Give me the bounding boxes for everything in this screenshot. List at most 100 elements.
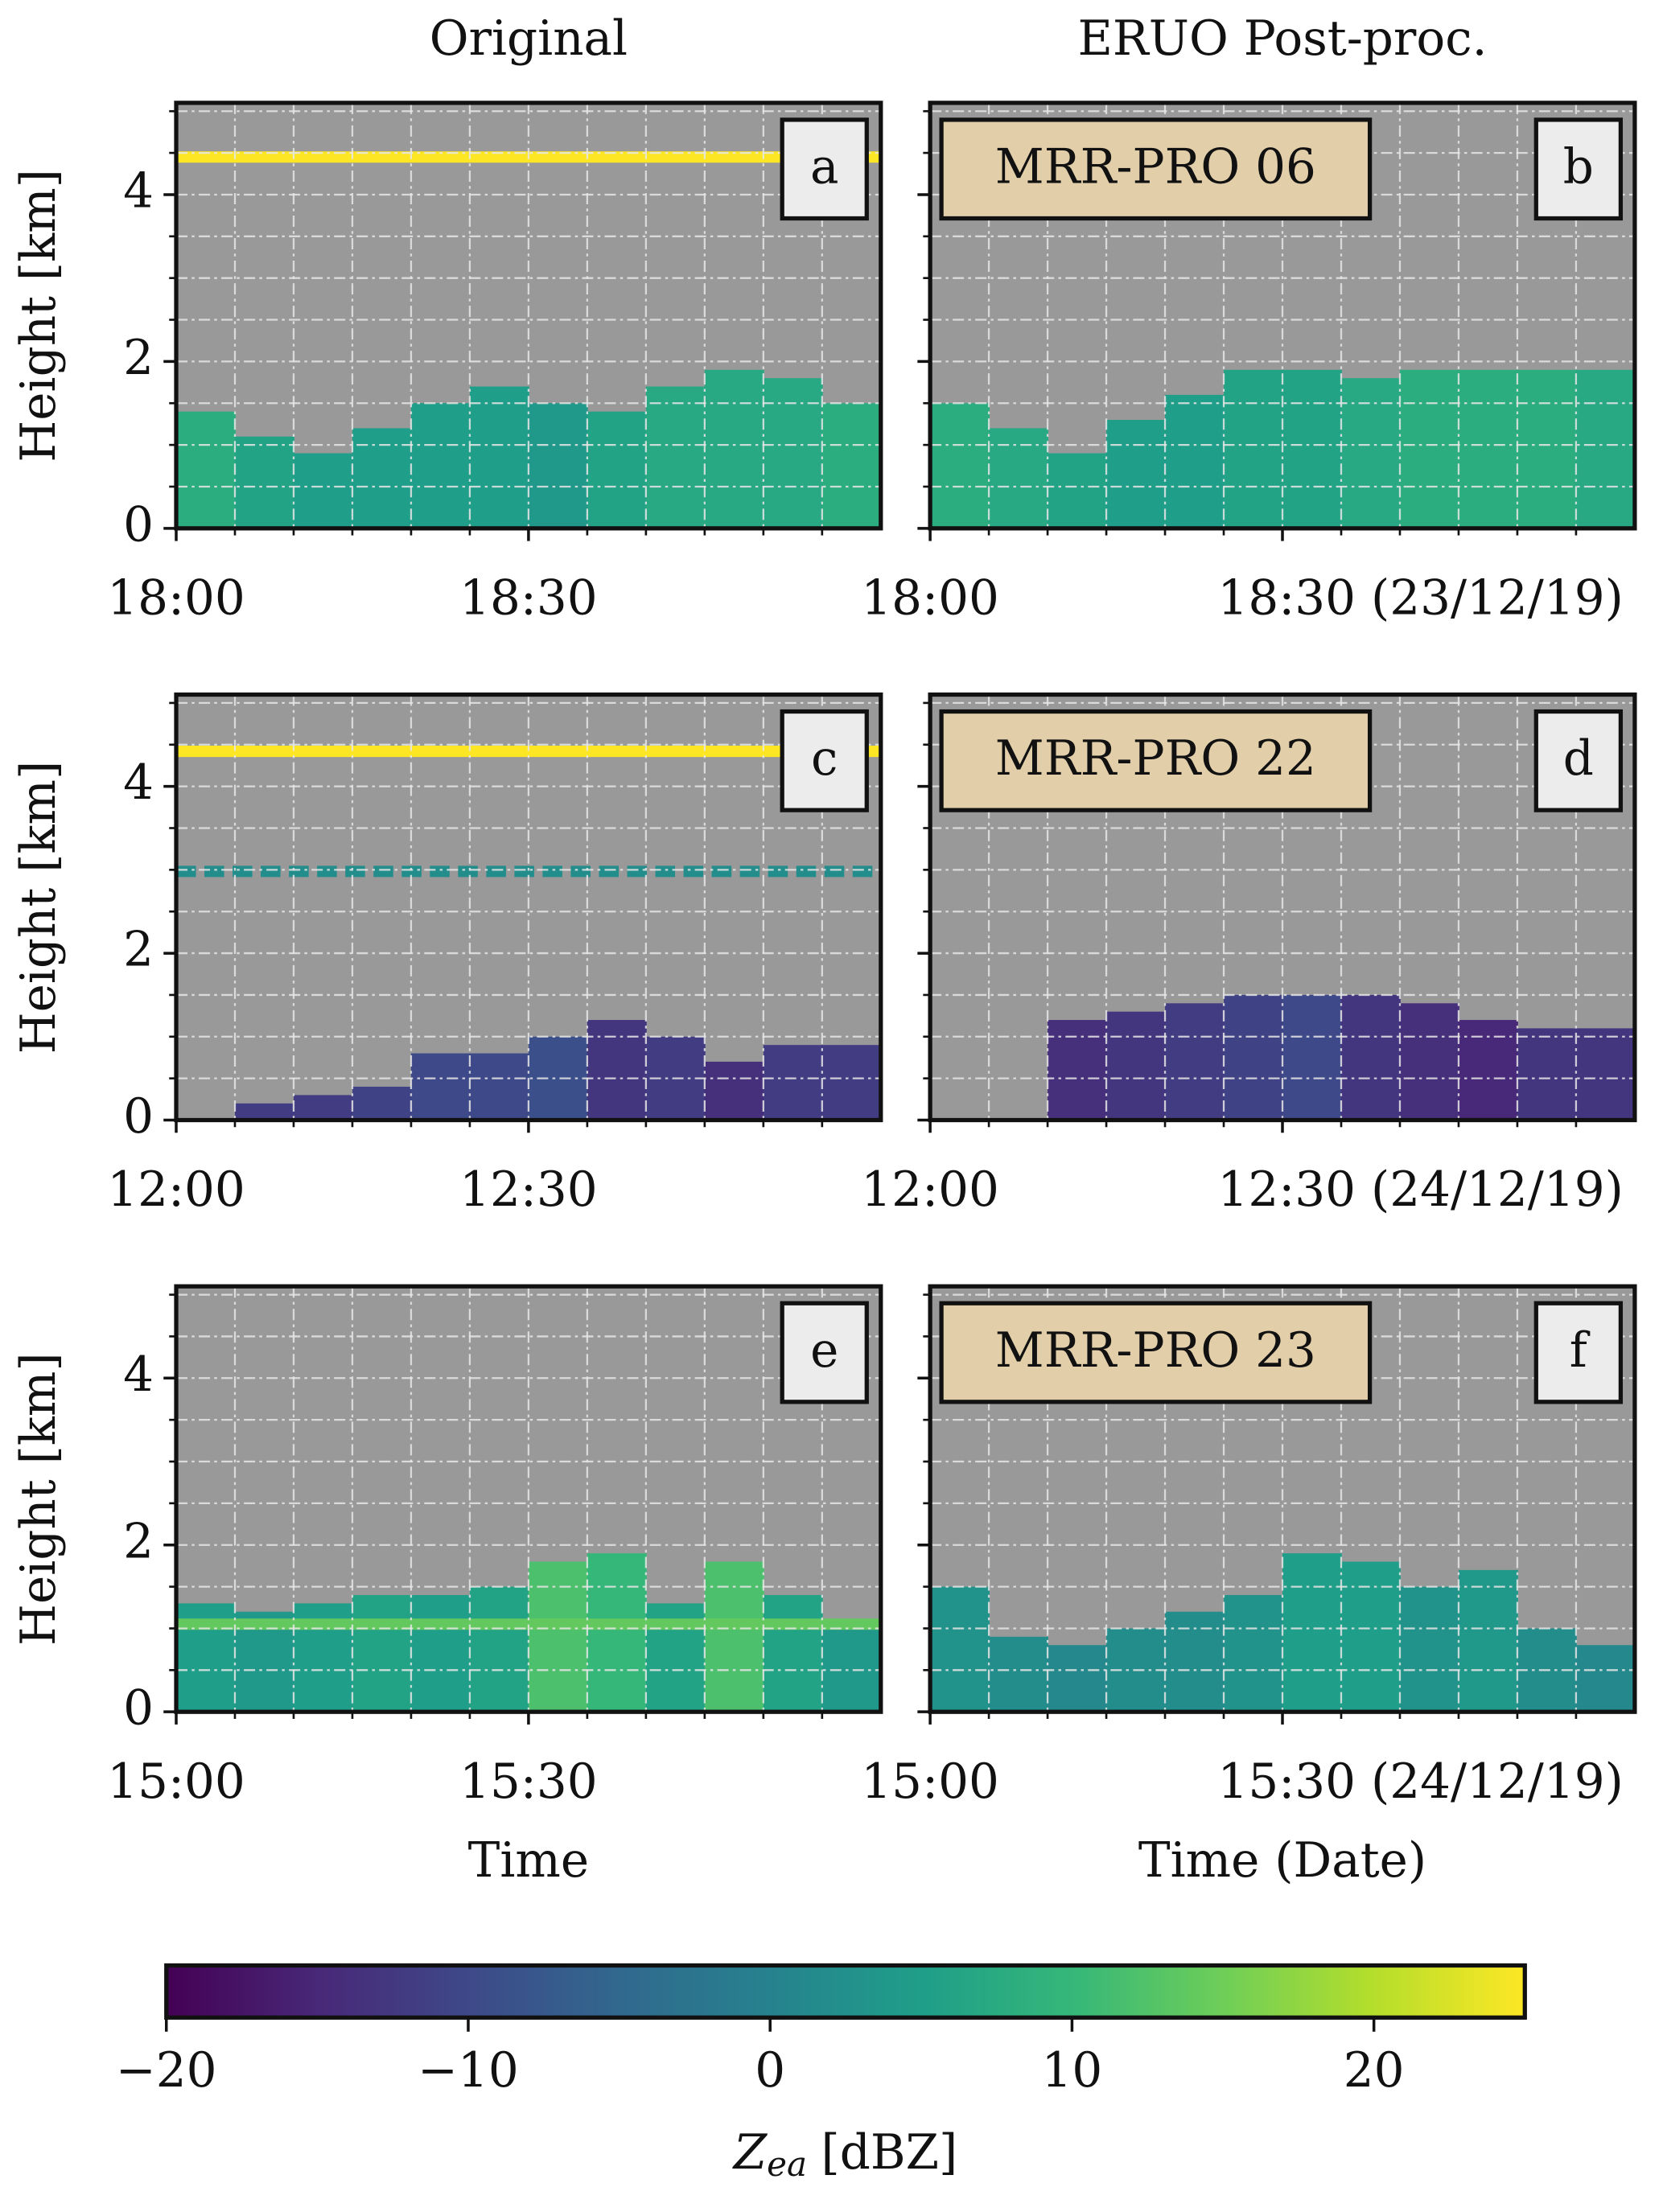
echo-cell [469,386,529,528]
y-tick-label: 4 [123,164,154,220]
echo-cell [1048,453,1107,528]
echo-cell [234,436,294,528]
echo-cell [587,1020,647,1120]
annotation-box [939,1301,1373,1404]
plot-frame [174,692,883,1123]
panel-label-box [1533,709,1624,812]
panel: 0 2 4 18:00 18:30 Original Height [km] a [11,11,883,627]
label-part: Z [732,2124,768,2180]
x-tick-label: 15:30 [459,1754,598,1810]
echo-cell [528,403,588,528]
colorbar [164,1963,1527,2020]
y-tick-label: 0 [123,497,154,553]
panel: 0 2 4 12:00 12:30 Height [km] c [11,692,883,1218]
panel: 18:00 18:30 (23/12/19) ERUO Post-proc. b MRR… [861,11,1637,627]
echo-cell [1575,1645,1636,1712]
annotation: MRR-PRO 06 [995,140,1316,195]
echo-cell [293,453,353,528]
x-tick-label: 15:00 [107,1754,245,1810]
panel-label-box [780,1301,869,1404]
echo-cell [1575,369,1636,528]
x-tick-label: 12:30 (24/12/19) [1217,1162,1623,1218]
echo-cell [821,403,882,528]
panel-label: a [810,140,839,195]
y-tick-label: 2 [123,331,154,386]
echo-cell [1048,1645,1107,1712]
plot-frame [928,101,1637,531]
echo-cell [410,1053,471,1120]
annotation: MRR-PRO 23 [995,1323,1316,1379]
y-axis-label: Height [km] [11,1352,67,1646]
echo-cell [1224,1594,1283,1712]
panel-label-box [1533,1301,1624,1404]
x-axis-label: Time [468,1833,589,1889]
echo-cell [821,1620,882,1712]
echo-cell [1517,369,1577,528]
panel-label-box [780,709,869,812]
echo-cell [1340,1561,1401,1712]
x-tick-label: 15:30 (24/12/19) [1217,1754,1623,1810]
panel-label: b [1563,140,1594,195]
echo-cell [1282,994,1342,1120]
echo-cell [704,1561,764,1712]
echo-cell [930,1586,990,1712]
echo-cell [763,378,823,528]
panel-label: f [1570,1323,1591,1379]
colorbar-tick-label: 0 [755,2043,785,2099]
x-tick-label: 12:00 [861,1162,999,1218]
colorbar-tick-label: −10 [418,2043,519,2099]
echo-cell [1458,1020,1518,1120]
panel-label-box [1533,117,1624,221]
echo-cell [1224,369,1283,528]
x-tick-label: 18:30 (23/12/19) [1217,570,1623,626]
column-title: ERUO Post-proc. [1077,11,1487,67]
panel: 15:00 15:30 (24/12/19) Time (Date) f MRR-PRO… [861,1284,1637,1889]
annotation-box [939,117,1373,221]
colorbar-tick-label: −20 [116,2043,217,2099]
echo-cell [1458,1569,1518,1712]
echo-cell [410,1594,471,1712]
echo-cell [1399,1586,1459,1712]
echo-cell [234,1103,294,1120]
x-tick-label: 18:00 [107,570,245,626]
panel-label-box [780,117,869,221]
echo-cell [1224,994,1283,1120]
echo-cell [587,1553,647,1712]
echo-cell [176,411,236,528]
x-axis-label: Time (Date) [1138,1833,1426,1889]
colorbar-tick-label: 10 [1042,2043,1103,2099]
echo-cell [763,1045,823,1120]
y-tick-label: 0 [123,1681,154,1737]
echo-cell [528,1561,588,1712]
echo-cell [1165,394,1225,528]
echo-cell [1106,420,1166,528]
y-tick-label: 2 [123,923,154,978]
y-tick-label: 4 [123,1347,154,1403]
echo-cell [704,369,764,528]
echo-cell [989,428,1048,528]
colorbar-label: Zea [dBZ] [732,2124,958,2183]
echo-cell [1282,369,1342,528]
echo-cell [352,1594,412,1712]
x-tick-label: 12:00 [107,1162,245,1218]
plot-frame [928,692,1637,1123]
x-tick-label: 18:00 [861,570,999,626]
label-part: ea [767,2144,807,2184]
panel: 0 2 4 15:00 15:30 Height [km] Time e [11,1284,883,1889]
panel-label: c [811,731,838,787]
echo-cell [645,386,706,528]
annotation: MRR-PRO 22 [995,731,1316,787]
echo-cell [469,1586,529,1712]
echo-cell [410,403,471,528]
echo-cell [763,1594,823,1712]
y-axis-label: Height [km] [11,169,67,463]
x-tick-label: 12:30 [459,1162,598,1218]
echo-cell [469,1053,529,1120]
y-tick-label: 4 [123,755,154,811]
echo-cell [989,1636,1048,1712]
echo-cell [1399,369,1459,528]
echo-cell [704,1061,764,1120]
label-part: [dBZ] [821,2124,958,2180]
echo-cell [1458,369,1518,528]
